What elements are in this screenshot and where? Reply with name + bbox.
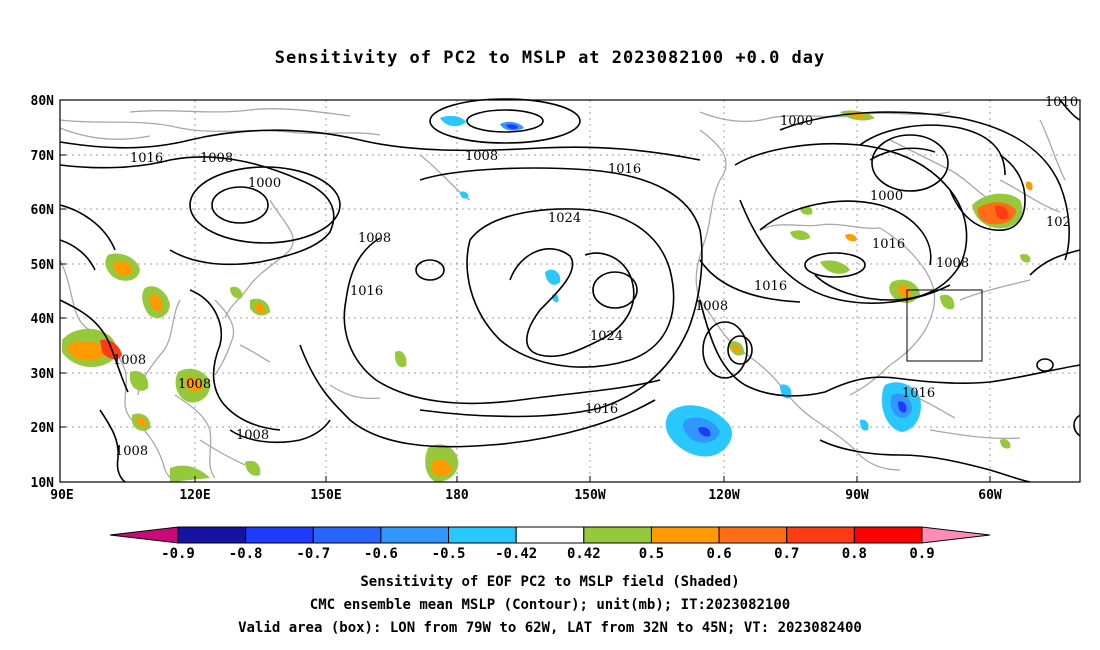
y-axis-labels: 80N 70N 60N 50N 40N 30N 20N 10N [31, 94, 55, 491]
contour-label: 1016 [608, 162, 641, 177]
colorbar-segment [786, 526, 855, 544]
colorbar-low-end [109, 526, 179, 544]
contour-label: 1008 [358, 231, 391, 246]
contour-label: 1016 [754, 279, 787, 294]
colorbar-label: 0.6 [706, 546, 731, 562]
contour-label: 1008 [465, 149, 498, 164]
x-axis-labels: 90E 120E 150E 180 150W 120W 90W 60W [50, 488, 1002, 503]
contour-labels: 1016 1008 1000 1008 1016 1008 1008 1008 … [113, 95, 1078, 459]
figure-title: Sensitivity of PC2 to MSLP at 2023082100… [274, 48, 826, 68]
colorbar-segment [650, 526, 720, 544]
footer-line-1: Sensitivity of EOF PC2 to MSLP field (Sh… [360, 574, 740, 590]
y-tick-label: 60N [31, 203, 55, 218]
colorbar-segment [853, 526, 923, 544]
y-tick-label: 80N [31, 94, 55, 109]
footer-line-2: CMC ensemble mean MSLP (Contour); unit(m… [309, 597, 791, 613]
x-tick-label: 60W [978, 488, 1002, 503]
contour-label: 1000 [248, 176, 281, 191]
y-tick-label: 40N [31, 312, 55, 327]
colorbar: -0.9 -0.8 -0.7 -0.6 -0.5 -0.42 0.42 0.5 0.6 0.7 0.… [109, 526, 991, 562]
contour-label: 1000 [870, 189, 903, 204]
colorbar-segment [312, 526, 382, 544]
contour-label: 1016 [130, 151, 163, 166]
x-tick-label: 90W [845, 488, 869, 503]
colorbar-segment [245, 526, 314, 544]
x-tick-label: 150W [574, 488, 605, 503]
contour-label: 1008 [113, 353, 146, 368]
contour-label: 1008 [200, 151, 233, 166]
contour-label: 1024 [548, 211, 581, 226]
x-tick-label: 90E [50, 488, 73, 503]
y-tick-label: 30N [31, 367, 55, 382]
coastlines [59, 108, 1066, 483]
colorbar-high-end [921, 526, 991, 544]
y-tick-label: 70N [31, 149, 55, 164]
contour-label: 102 [1046, 215, 1071, 230]
colorbar-label: -0.6 [364, 546, 398, 562]
x-tick-label: 180 [445, 488, 469, 503]
x-tick-label: 150E [310, 488, 341, 503]
colorbar-label: -0.9 [161, 546, 195, 562]
y-tick-label: 50N [31, 258, 55, 273]
contour-label: 1010 [1045, 95, 1078, 110]
colorbar-label: -0.42 [495, 546, 537, 562]
colorbar-segment [515, 526, 585, 544]
colorbar-segment [583, 526, 652, 544]
y-tick-label: 20N [31, 421, 55, 436]
sensitivity-shading [62, 110, 1033, 482]
colorbar-label: -0.5 [432, 546, 466, 562]
contour-label: 1008 [178, 377, 211, 392]
colorbar-segment [448, 526, 517, 544]
contour-label: 1008 [936, 256, 969, 271]
colorbar-label: 0.5 [639, 546, 664, 562]
x-tick-label: 120W [708, 488, 739, 503]
mslp-contours [59, 98, 1081, 483]
contour-label: 1024 [590, 329, 623, 344]
map-panel: 1016 1008 1000 1008 1016 1008 1008 1008 … [31, 94, 1081, 503]
contour-label: 1008 [236, 428, 269, 443]
contour-label: 1016 [350, 284, 383, 299]
y-tick-label: 10N [31, 476, 55, 491]
colorbar-label: 0.7 [774, 546, 799, 562]
colorbar-label: 0.8 [842, 546, 867, 562]
contour-label: 1000 [780, 114, 813, 129]
colorbar-label: -0.7 [296, 546, 330, 562]
colorbar-segment [380, 526, 450, 544]
contour-label: 1016 [902, 386, 935, 401]
contour-label: 1016 [872, 237, 905, 252]
colorbar-segment [177, 526, 247, 544]
footer-line-3: Valid area (box): LON from 79W to 62W, L… [238, 620, 862, 636]
colorbar-label: -0.8 [229, 546, 263, 562]
contour-label: 1008 [695, 299, 728, 314]
contour-label: 1008 [115, 444, 148, 459]
valid-area-box [906, 289, 983, 362]
x-tick-label: 120E [179, 488, 210, 503]
axis-ticks [60, 99, 991, 483]
colorbar-segment [718, 526, 788, 544]
colorbar-label: 0.9 [909, 546, 934, 562]
contour-label: 1016 [585, 402, 618, 417]
colorbar-label: 0.42 [567, 546, 601, 562]
